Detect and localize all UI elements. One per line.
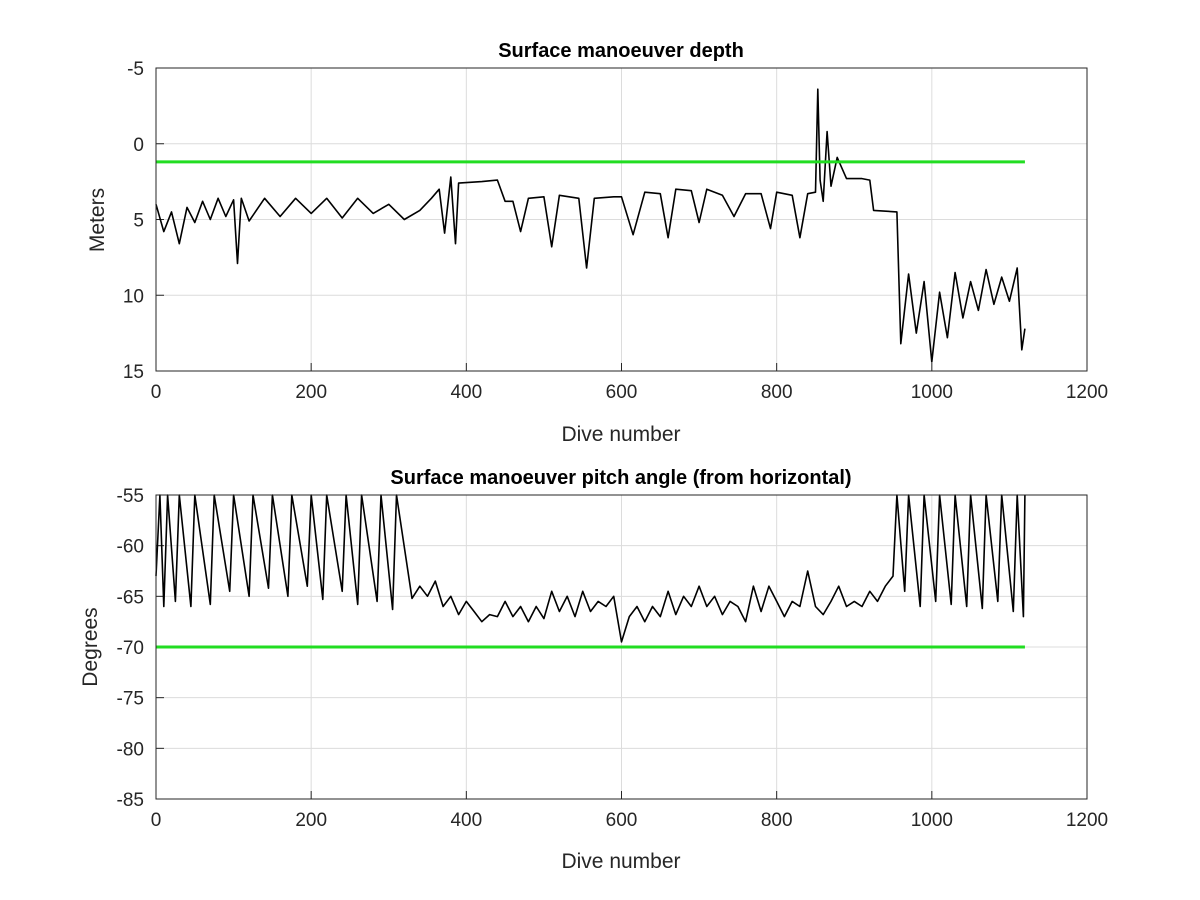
depth-y-axis-label: Meters — [86, 188, 109, 252]
depth-gridlines — [156, 68, 1087, 371]
pitch-y-tick-label: -80 — [117, 739, 144, 760]
pitch-series-line — [155, 494, 1026, 643]
pitch-y-ticks: -55 -60 -65 -70 -75 -80 -85 — [117, 486, 164, 811]
pitch-axes-box — [155, 494, 1088, 800]
pitch-x-tick-label: 1000 — [911, 810, 953, 831]
pitch-y-tick-label: -65 — [117, 587, 144, 608]
pitch-y-tick-label: -70 — [117, 638, 144, 659]
depth-x-tick-label: 1200 — [1066, 382, 1108, 403]
depth-y-tick-label: 10 — [123, 286, 144, 307]
depth-x-tick-label: 1000 — [911, 382, 953, 403]
pitch-x-tick-label: 200 — [295, 810, 327, 831]
depth-x-axis-label: Dive number — [561, 423, 680, 446]
depth-axes-box — [155, 67, 1088, 372]
depth-x-tick-label: 600 — [606, 382, 638, 403]
depth-x-tick-label: 200 — [295, 382, 327, 403]
depth-y-tick-label: 15 — [123, 362, 144, 383]
depth-x-tick-label: 400 — [450, 382, 482, 403]
pitch-y-tick-label: -60 — [117, 537, 144, 558]
pitch-x-tick-label: 600 — [606, 810, 638, 831]
depth-x-ticks: 0 200 400 600 800 1000 1200 — [151, 363, 1108, 403]
depth-x-tick-label: 800 — [761, 382, 793, 403]
depth-y-tick-label: -5 — [127, 59, 144, 80]
pitch-chart-title: Surface manoeuver pitch angle (from hori… — [390, 467, 851, 489]
depth-plot: 0 200 400 600 800 1000 1200 -5 0 5 10 15 Surface m… — [86, 40, 1108, 446]
depth-chart-title: Surface manoeuver depth — [498, 40, 744, 62]
pitch-x-ticks: 0 200 400 600 800 1000 1200 — [151, 791, 1108, 831]
pitch-x-tick-label: 0 — [151, 810, 162, 831]
pitch-y-tick-label: -55 — [117, 486, 144, 507]
pitch-y-tick-label: -85 — [117, 790, 144, 811]
depth-y-tick-label: 0 — [133, 135, 144, 156]
pitch-y-tick-label: -75 — [117, 689, 144, 710]
depth-y-tick-label: 5 — [133, 211, 144, 232]
pitch-x-tick-label: 400 — [450, 810, 482, 831]
depth-x-tick-label: 0 — [151, 382, 162, 403]
depth-series-line — [155, 88, 1026, 363]
pitch-plot: 0 200 400 600 800 1000 1200 -55 -60 -65 -70 -75 -80… — [79, 467, 1108, 873]
pitch-x-axis-label: Dive number — [561, 850, 680, 873]
pitch-y-axis-label: Degrees — [79, 607, 102, 686]
pitch-x-tick-label: 1200 — [1066, 810, 1108, 831]
pitch-x-tick-label: 800 — [761, 810, 793, 831]
